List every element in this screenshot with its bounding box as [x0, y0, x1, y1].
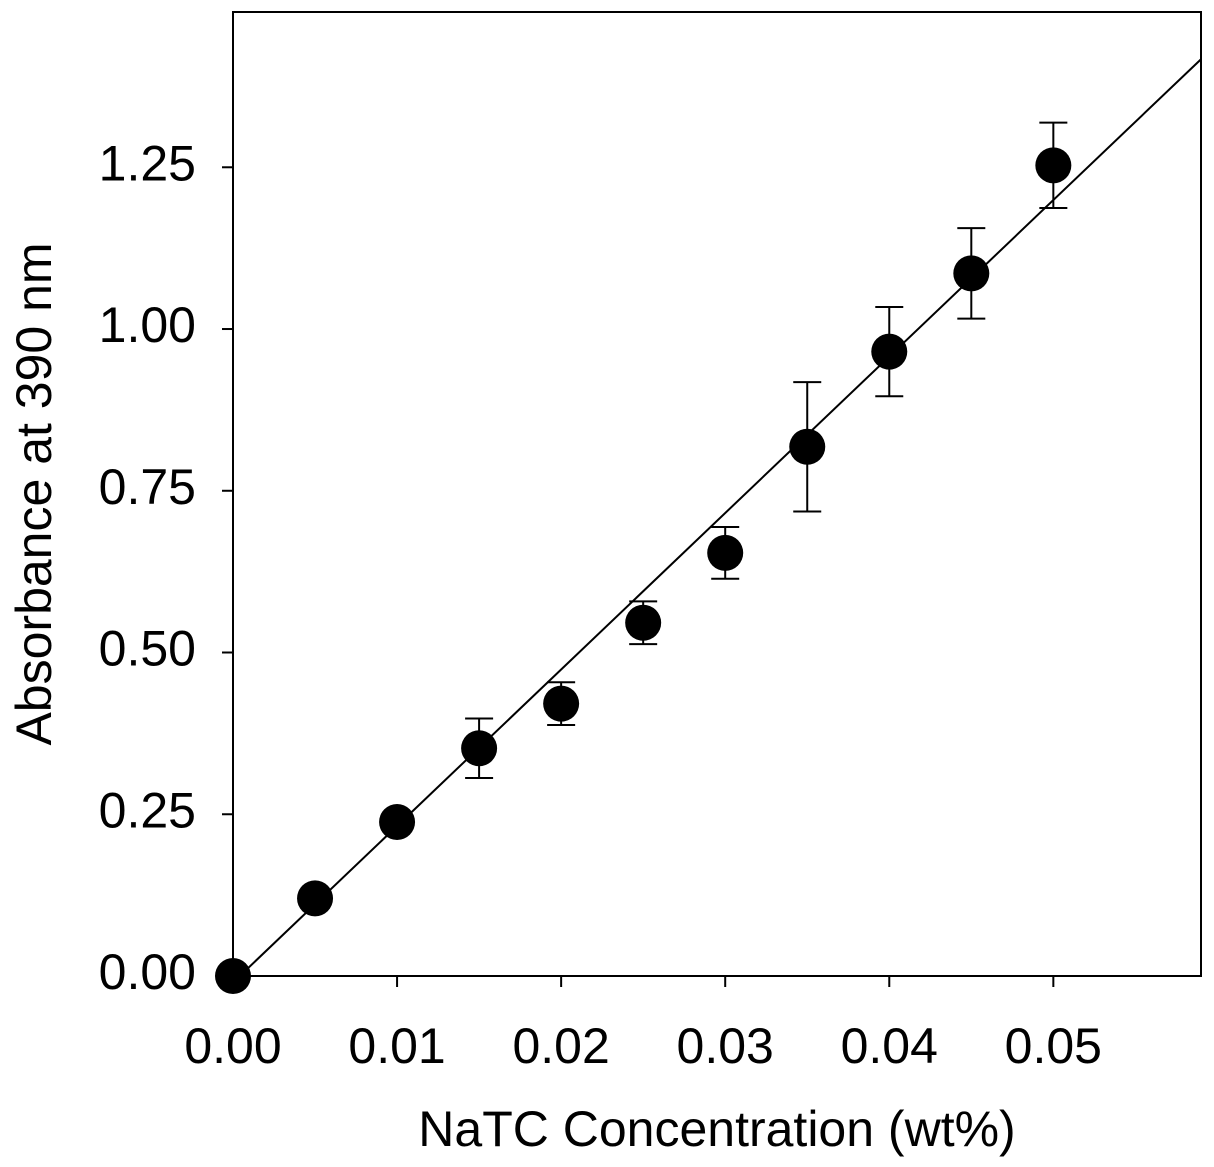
y-tick-label: 0.25: [99, 782, 196, 838]
y-tick-label: 0.50: [99, 621, 196, 677]
point: [297, 880, 334, 917]
point: [215, 958, 251, 994]
point: [461, 730, 498, 767]
x-tick-label: 0.03: [677, 1018, 774, 1074]
x-tick-label: 0.05: [1005, 1018, 1102, 1074]
point: [625, 604, 662, 641]
y-tick-label: 1.25: [99, 135, 196, 191]
fit-line: [232, 58, 1202, 984]
y-tick-label: 1.00: [99, 297, 196, 353]
y-tick-label: 0.00: [99, 944, 196, 1000]
point: [871, 333, 908, 370]
x-tick-label: 0.01: [348, 1018, 445, 1074]
x-tick-label: 0.02: [512, 1018, 609, 1074]
point: [543, 685, 580, 722]
x-tick-label: 0.00: [184, 1018, 281, 1074]
point: [789, 428, 826, 465]
y-tick-label: 0.75: [99, 459, 196, 515]
point: [379, 804, 416, 841]
x-axis-label: NaTC Concentration (wt%): [418, 1101, 1015, 1157]
plot-frame: [232, 11, 1202, 977]
y-axis-label: Absorbance at 390 nm: [6, 242, 62, 745]
x-tick-label: 0.04: [841, 1018, 938, 1074]
point: [953, 255, 990, 292]
point: [1035, 147, 1072, 184]
point: [707, 534, 744, 571]
